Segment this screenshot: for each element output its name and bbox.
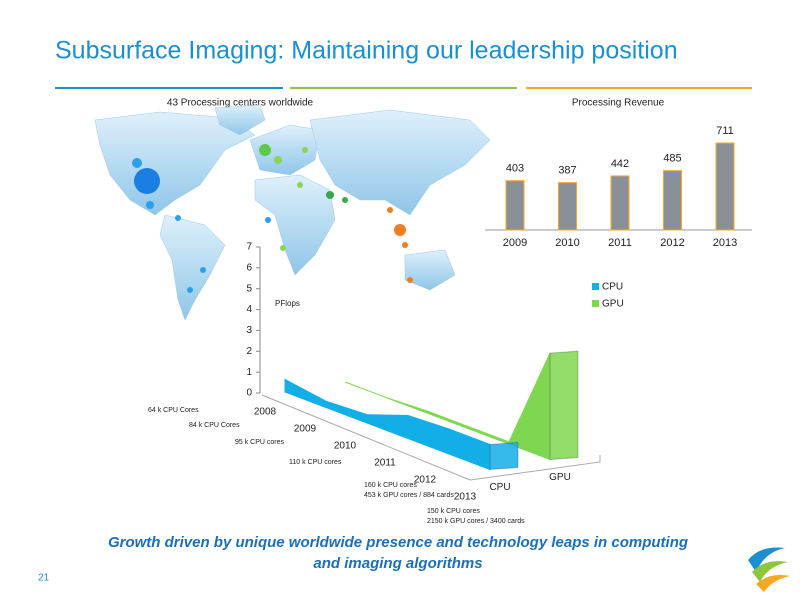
y-tick-label: 2	[246, 346, 252, 357]
bar-chart-title: Processing Revenue	[572, 98, 665, 109]
tagline-line: Growth driven by unique worldwide presen…	[108, 534, 688, 551]
legend-label: GPU	[602, 299, 624, 310]
data-label: 403	[506, 163, 524, 175]
area-end-cap	[549, 350, 579, 461]
legend-label: CPU	[602, 282, 623, 293]
logo	[748, 547, 790, 592]
series-depth-label: GPU	[549, 472, 571, 483]
annotation: 84 k CPU Cores	[189, 422, 240, 429]
x-tick-label: 2010	[334, 441, 357, 452]
annotation: 150 k CPU cores	[427, 508, 480, 515]
y-tick-label: 1	[246, 367, 252, 378]
x-tick-label: 2013	[454, 492, 477, 503]
data-label: 387	[558, 165, 576, 177]
annotation: 110 k CPU cores	[289, 459, 342, 466]
annotation: 160 k CPU cores	[364, 482, 417, 489]
map-label: 43 Processing centers worldwide	[167, 98, 314, 109]
series-depth-label: CPU	[489, 482, 510, 493]
y-tick-label: 7	[246, 242, 252, 253]
y-tick-label: 3	[246, 325, 252, 336]
annotation: 453 k GPU cores / 884 cards	[364, 492, 454, 499]
x-tick-label: 2009	[503, 237, 527, 249]
x-tick-label: 2010	[555, 237, 579, 249]
y-tick-label: 6	[246, 262, 252, 273]
legend-swatch	[592, 283, 599, 290]
x-tick-label: 2008	[254, 407, 277, 418]
x-tick-label: 2009	[294, 424, 317, 435]
x-tick-label: 2011	[608, 237, 632, 249]
page-number: 21	[38, 573, 50, 584]
area-end-cap	[489, 441, 519, 471]
data-label: 442	[611, 158, 629, 170]
y-tick-label: 0	[246, 388, 252, 399]
bar	[558, 182, 577, 231]
data-label: 711	[716, 125, 734, 137]
bar	[663, 170, 682, 231]
x-tick-label: 2012	[660, 237, 684, 249]
y-tick-label: 5	[246, 283, 252, 294]
slide-title: Subsurface Imaging: Maintaining our lead…	[55, 37, 678, 65]
annotation: 2150 k GPU cores / 3400 cards	[427, 518, 525, 525]
world-map	[94, 104, 491, 321]
annotation: 95 k CPU cores	[235, 439, 285, 446]
bar	[715, 142, 735, 231]
annotation: 64 k CPU Cores	[148, 407, 199, 414]
bar	[505, 180, 525, 231]
y-tick-label: 4	[246, 304, 252, 315]
x-tick-label: 2012	[414, 475, 437, 486]
x-tick-label: 2013	[713, 237, 737, 249]
bar	[610, 175, 630, 231]
tagline-line: and imaging algorithms	[313, 555, 482, 572]
x-tick-label: 2011	[374, 458, 396, 469]
legend-swatch	[592, 300, 599, 307]
y-axis-label: PFlops	[275, 299, 300, 308]
data-label: 485	[663, 153, 681, 165]
floor	[261, 394, 601, 481]
center-dots	[132, 144, 413, 293]
